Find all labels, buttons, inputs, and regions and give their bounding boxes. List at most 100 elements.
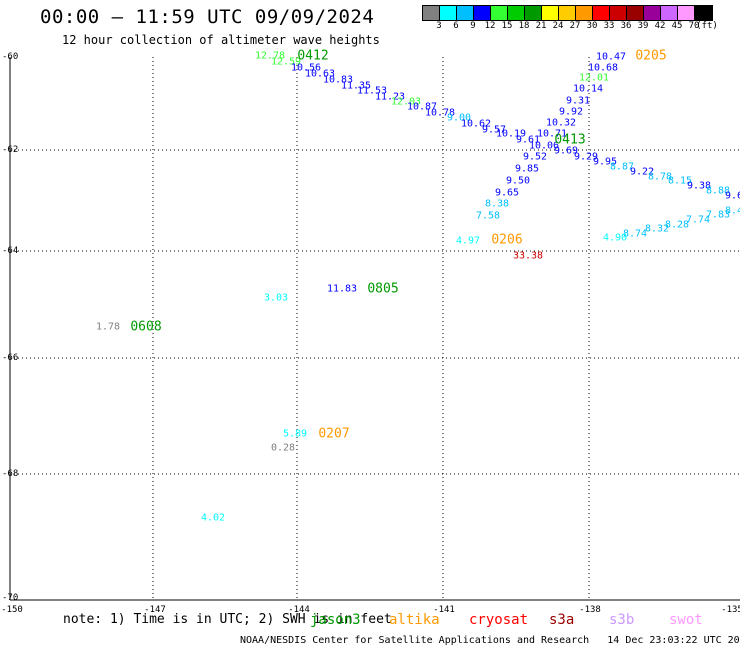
wave-height-value: 9.29 — [573, 151, 599, 163]
color-swatch — [457, 6, 474, 20]
color-swatch — [508, 6, 525, 20]
longitude-tick-label: -138 — [579, 605, 601, 615]
wave-height-value: 33.38 — [512, 250, 544, 262]
wave-height-value: 8.78 — [647, 171, 673, 183]
satellite-legend-item: jason3 — [310, 612, 361, 628]
color-legend-label: (ft) — [696, 21, 718, 31]
wave-height-value: 10.14 — [572, 83, 604, 95]
wave-height-value: 9.92 — [558, 106, 584, 118]
color-legend-label: 42 — [654, 21, 666, 31]
latitude-tick-label: -70 — [2, 593, 19, 603]
latitude-tick-label: -66 — [2, 353, 19, 363]
wave-height-value: 9.69 — [553, 145, 579, 157]
longitude-tick-label: -141 — [433, 605, 455, 615]
color-legend-labels: 3 6 9 12 15 18 21 24 27 30 33 36 39 42 45 70 (ft) — [422, 21, 740, 33]
map-subtitle: 12 hour collection of altimeter wave hei… — [62, 33, 380, 47]
wave-height-value: 8.38 — [484, 198, 510, 210]
wave-height-value: 10.56 — [290, 62, 322, 74]
wave-height-value: 8.88 — [705, 185, 731, 197]
wave-height-value: 12.78 — [254, 50, 286, 62]
color-swatch — [491, 6, 508, 20]
color-legend-label: 70 — [688, 21, 700, 31]
wave-height-value: 10.71 — [536, 128, 568, 140]
wave-height-value: 9.22 — [629, 166, 655, 178]
wave-height-value: 4.02 — [200, 512, 226, 524]
wave-height-value: 10.19 — [495, 128, 527, 140]
wave-height-value: 8.15 — [667, 175, 693, 187]
color-legend-label: 3 — [436, 21, 442, 31]
color-legend-label: 27 — [569, 21, 581, 31]
wave-height-value: 8.32 — [644, 223, 670, 235]
wave-height-value: 9.52 — [522, 151, 548, 163]
latitude-tick-label: -68 — [2, 469, 19, 479]
color-legend-label: 45 — [671, 21, 683, 31]
wave-height-value: 10.83 — [322, 74, 354, 86]
pass-time-label: 0413 — [554, 132, 586, 148]
color-swatch — [593, 6, 610, 20]
wave-height-value: 9.65 — [494, 187, 520, 199]
color-legend-label: 9 — [470, 21, 476, 31]
latitude-tick-label: -60 — [2, 52, 19, 62]
wave-height-value: 11.53 — [356, 85, 388, 97]
color-legend-label: 18 — [518, 21, 530, 31]
pass-time-label: 0205 — [635, 48, 667, 64]
pass-time-label: 0608 — [130, 319, 162, 335]
pass-time-label: 0206 — [491, 232, 523, 248]
color-swatch — [423, 6, 440, 20]
wave-height-value: 9.6 — [724, 190, 740, 202]
grid-lines — [10, 57, 740, 600]
wave-height-value: 9.85 — [514, 163, 540, 175]
satellite-legend-item: s3a — [549, 612, 575, 628]
pass-time-label: 0412 — [297, 48, 329, 64]
pass-time-label: 0805 — [367, 281, 399, 297]
wave-height-value: 12.03 — [390, 96, 422, 108]
wave-height-value: 8.87 — [609, 161, 635, 173]
wave-height-value: 7.83 — [705, 209, 731, 221]
wave-height-value: 9.00 — [446, 112, 472, 124]
satellite-legend-item: s3b — [609, 612, 635, 628]
wave-height-value: 10.32 — [545, 117, 577, 129]
satellite-legend-item: swot — [669, 612, 703, 628]
wave-height-value: 8.74 — [622, 228, 648, 240]
color-swatch — [474, 6, 491, 20]
longitude-tick-label: -147 — [144, 605, 166, 615]
wave-height-value: 10.62 — [460, 118, 492, 130]
wave-height-value: 4.90 — [602, 232, 628, 244]
color-swatch — [695, 6, 712, 20]
longitude-tick-label: -150 — [1, 605, 23, 615]
wave-height-value: 8.28 — [664, 219, 690, 231]
wave-height-value: 11.35 — [340, 80, 372, 92]
wave-height-value: 12.01 — [578, 72, 610, 84]
wave-height-value: 10.06 — [528, 140, 560, 152]
wave-height-value: 11.83 — [326, 283, 358, 295]
wave-height-value: 4.97 — [455, 235, 481, 247]
color-legend-label: 33 — [603, 21, 615, 31]
wave-height-value: 7.74 — [685, 214, 711, 226]
color-swatch — [661, 6, 678, 20]
wave-height-value: 9.50 — [505, 175, 531, 187]
wave-height-value: 12.59 — [270, 56, 302, 68]
footer-credit: NOAA/NESDIS Center for Satellite Applica… — [240, 635, 740, 646]
longitude-tick-label: -135 — [721, 605, 740, 615]
color-legend-label: 15 — [501, 21, 513, 31]
wave-height-value: 10.47 — [595, 51, 627, 63]
color-swatch — [627, 6, 644, 20]
color-legend-label: 39 — [637, 21, 649, 31]
color-swatch — [576, 6, 593, 20]
satellite-legend-item: altika — [389, 612, 440, 628]
wave-height-value: 9.38 — [686, 180, 712, 192]
color-swatch — [440, 6, 457, 20]
wave-height-value: 8.4 — [724, 205, 740, 217]
longitude-tick-label: -144 — [288, 605, 310, 615]
color-swatch — [525, 6, 542, 20]
wave-height-value: 9.95 — [592, 156, 618, 168]
wave-height-value: 10.87 — [406, 101, 438, 113]
color-legend-label: 24 — [552, 21, 564, 31]
color-legend-label: 6 — [453, 21, 459, 31]
wave-height-value: 1.78 — [95, 321, 121, 333]
color-swatch — [559, 6, 576, 20]
color-legend-bar — [422, 5, 713, 21]
latitude-tick-label: -64 — [2, 246, 19, 256]
color-legend-label: 36 — [620, 21, 632, 31]
